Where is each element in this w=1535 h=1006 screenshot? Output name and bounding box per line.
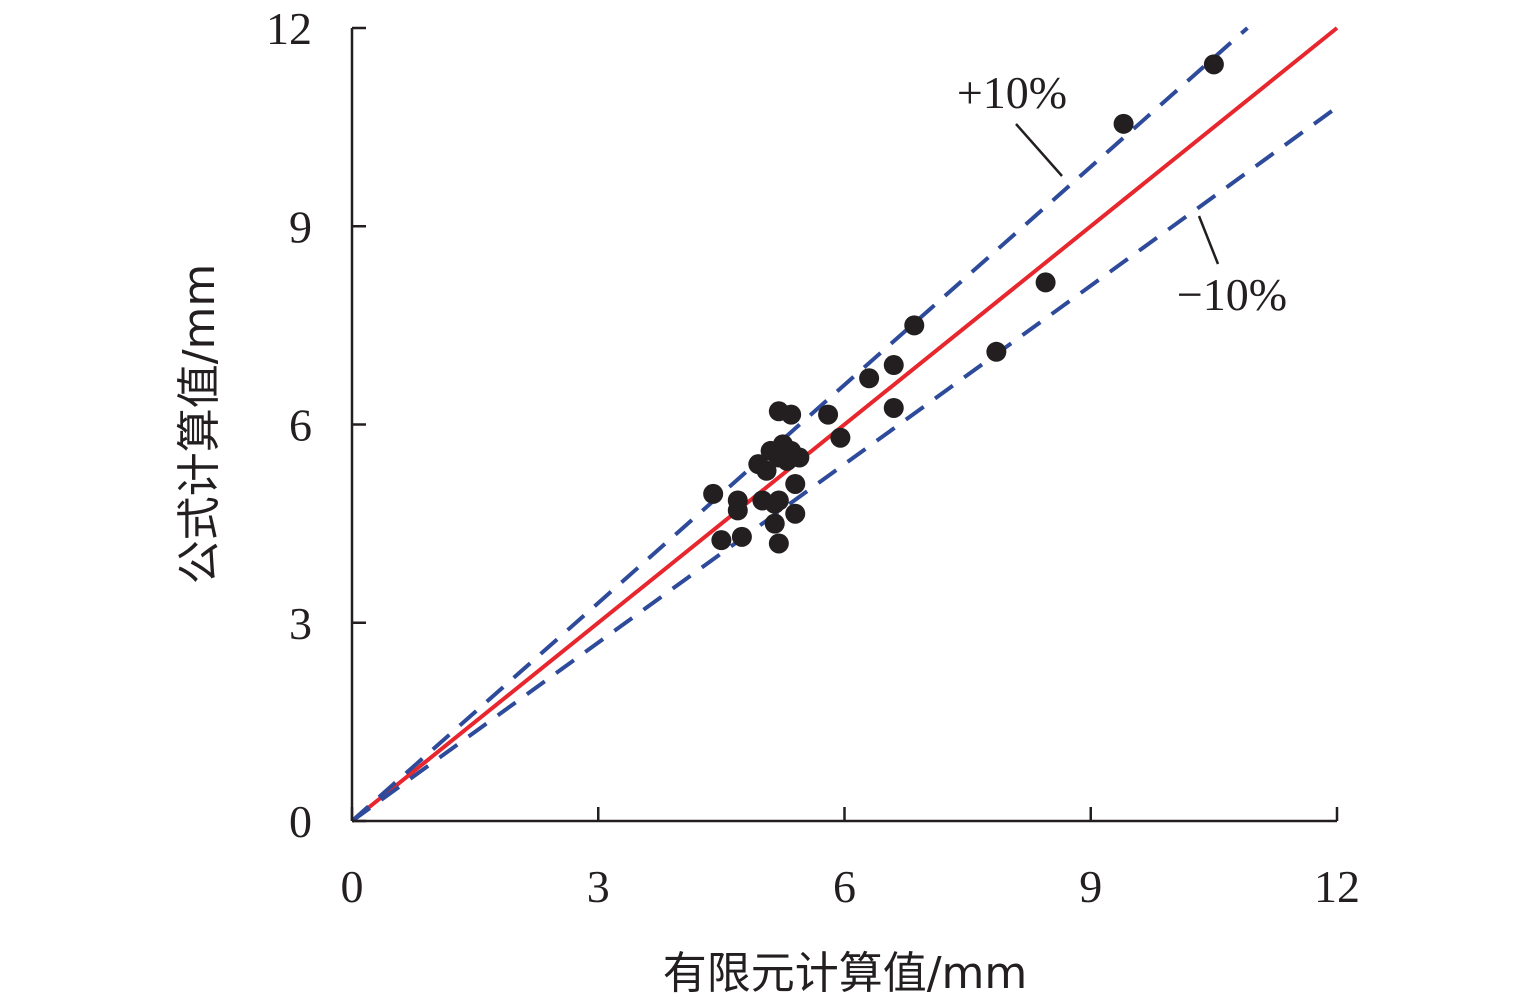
data-point <box>764 513 785 534</box>
data-point <box>859 368 880 389</box>
annotation-minus-leader <box>1197 215 1220 265</box>
equality-line <box>350 26 1339 823</box>
x-tick-label: 9 <box>1079 861 1102 912</box>
annotation-plus: +10% <box>957 67 1067 177</box>
data-point <box>883 355 904 376</box>
x-tick-label: 0 <box>341 861 364 912</box>
axes <box>350 26 1339 823</box>
data-point <box>756 460 777 481</box>
data-point <box>781 404 802 425</box>
plus-10-line <box>350 26 1249 823</box>
data-point <box>703 483 724 504</box>
data-point <box>711 530 732 551</box>
data-point <box>789 447 810 468</box>
data-point <box>785 503 806 524</box>
data-point <box>727 500 748 521</box>
x-axis-title: 有限元计算值/mm <box>663 948 1028 999</box>
data-point <box>731 526 752 547</box>
data-point <box>768 533 789 554</box>
y-tick-label: 12 <box>266 3 312 54</box>
minus-10-line <box>350 105 1339 823</box>
y-tick-label: 3 <box>289 598 312 649</box>
tick-labels: 0 3 6 9 12 0 3 6 9 12 <box>266 3 1360 912</box>
y-tick-label: 6 <box>289 400 312 451</box>
data-point <box>818 404 839 425</box>
annotation-plus-label: +10% <box>957 67 1067 118</box>
data-point <box>768 490 789 511</box>
data-point <box>1113 113 1134 134</box>
y-tick-label: 0 <box>289 796 312 847</box>
x-tick-label: 3 <box>587 861 610 912</box>
data-point <box>1203 54 1224 75</box>
data-point <box>883 397 904 418</box>
data-points <box>703 54 1224 554</box>
y-axis-title: 公式计算值/mm <box>174 264 225 585</box>
annotation-plus-leader <box>1015 123 1063 177</box>
annotation-minus: −10% <box>1177 215 1287 320</box>
annotation-minus-label: −10% <box>1177 269 1287 320</box>
x-tick-label: 6 <box>833 861 856 912</box>
y-tick-label: 9 <box>289 201 312 252</box>
data-point <box>986 341 1007 362</box>
data-point <box>904 315 925 336</box>
data-point <box>785 473 806 494</box>
reference-lines <box>350 26 1339 823</box>
data-point <box>830 427 851 448</box>
x-tick-label: 12 <box>1314 861 1360 912</box>
data-point <box>1035 272 1056 293</box>
